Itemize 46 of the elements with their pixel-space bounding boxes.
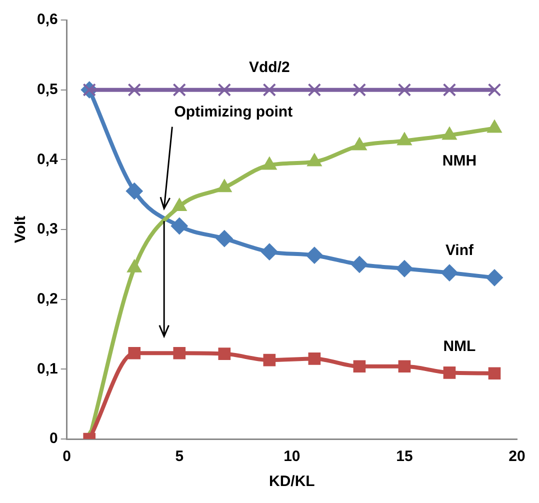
point	[308, 83, 322, 96]
point	[443, 366, 456, 379]
y-tick-label: 0,1	[36, 360, 58, 378]
x-tick-label: 20	[508, 448, 526, 466]
series-label: Vdd/2	[248, 58, 290, 76]
x-tick-label: 0	[62, 448, 72, 466]
point	[350, 256, 368, 273]
point	[488, 367, 501, 380]
y-tick-label: 0	[50, 430, 58, 448]
y-tick-label: 0,5	[36, 80, 58, 98]
series-label: NML	[443, 338, 476, 355]
point	[488, 83, 502, 96]
x-tick-label: 5	[175, 448, 184, 466]
point	[170, 218, 188, 235]
point	[306, 246, 323, 264]
point	[173, 346, 186, 360]
y-tick-label: 0,2	[36, 290, 58, 308]
point	[128, 346, 141, 360]
point	[486, 269, 503, 286]
point	[260, 243, 278, 260]
point	[218, 348, 231, 360]
point	[172, 83, 186, 96]
series-label: Vinf	[445, 242, 475, 259]
point	[353, 360, 366, 373]
point	[398, 83, 412, 96]
y-tick-label: 0,6	[36, 11, 58, 28]
point	[262, 83, 276, 96]
y-tick-label: 0,4	[36, 150, 58, 168]
point	[126, 182, 143, 200]
point	[308, 352, 321, 365]
x-tick-label: 10	[284, 448, 300, 466]
annotation: Optimizing point	[174, 103, 293, 120]
x-tick-label: 15	[396, 448, 413, 466]
point	[440, 264, 458, 282]
point	[216, 230, 233, 248]
point	[442, 83, 456, 96]
series-label: NMH	[442, 152, 477, 170]
point	[263, 354, 276, 366]
y-tick-label: 0,3	[36, 220, 58, 238]
point	[396, 260, 413, 278]
x-axis-title: KD/KL	[269, 473, 315, 490]
point	[398, 360, 411, 373]
y-axis-title: Volt	[12, 216, 30, 244]
point	[352, 83, 366, 96]
point	[128, 83, 142, 96]
point	[218, 83, 232, 96]
